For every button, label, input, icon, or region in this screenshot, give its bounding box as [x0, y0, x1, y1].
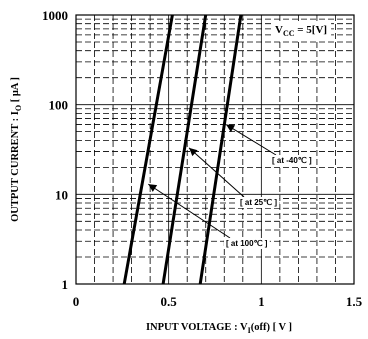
annotation-arrowhead: [148, 184, 158, 192]
series-lines: [122, 14, 243, 285]
condition-bg: [271, 21, 332, 41]
annotation-1: [ at 25℃ ]: [188, 147, 280, 208]
condition-value: = 5[V]: [295, 24, 328, 36]
annotations: [ at -40℃ ] [ at 25℃ ] [ at 100℃ ]: [148, 124, 314, 249]
annotation-label-bg: [270, 155, 314, 166]
x-tick-label: 1.5: [346, 294, 363, 309]
annotation-leader: [188, 147, 245, 198]
supply-voltage-condition: VCC = 5[V]: [271, 21, 332, 41]
x-tick-label: 0: [73, 294, 80, 309]
y-axis-label-tail: [ μA ]: [10, 77, 21, 105]
annotation-label: [ at 25℃ ]: [240, 198, 277, 207]
y-axis-label-main: OUTPUT CURRENT : I: [10, 111, 21, 222]
series-line-0: [122, 14, 174, 285]
x-axis-label-main: INPUT VOLTAGE : V: [146, 322, 248, 333]
svg-text:VCC = 5[V]: VCC = 5[V]: [275, 24, 327, 38]
x-axis-label-tail: (off) [ V ]: [251, 322, 292, 333]
y-tick-label: 10: [55, 187, 68, 202]
annotation-label: [ at -40℃ ]: [272, 156, 312, 165]
annotation-leader: [148, 183, 231, 239]
condition-symbol: V: [275, 24, 283, 36]
x-axis-label: INPUT VOLTAGE : VI(off) [ V ]: [146, 322, 292, 335]
y-tick-label: 100: [49, 98, 69, 113]
x-tick-labels: 0 0.5 1 1.5: [73, 294, 363, 309]
y-axis-label-subscript: O: [14, 105, 23, 111]
plot-frame: [75, 14, 355, 285]
y-tick-label: 1000: [42, 8, 68, 23]
annotation-leader: [225, 124, 277, 156]
annotation-label-bg: [224, 238, 270, 249]
y-axis-label: OUTPUT CURRENT : IO [ μA ]: [10, 77, 23, 222]
x-tick-label: 1: [258, 294, 265, 309]
annotation-arrowhead: [226, 124, 236, 133]
grid: [76, 15, 354, 284]
annotation-arrowhead: [189, 147, 198, 157]
y-tick-label: 1: [62, 277, 69, 292]
annotation-label: [ at 100℃ ]: [226, 239, 268, 248]
x-tick-label: 0.5: [161, 294, 178, 309]
annotation-0: [ at -40℃ ]: [225, 124, 314, 166]
series-line-1: [161, 14, 208, 285]
condition-subscript: CC: [283, 29, 295, 38]
annotation-label-bg: [238, 197, 280, 208]
y-tick-labels: 1 10 100 1000: [42, 8, 68, 292]
x-axis-label-subscript: I: [248, 326, 251, 335]
series-line-2: [198, 14, 243, 285]
annotation-2: [ at 100℃ ]: [148, 183, 270, 249]
